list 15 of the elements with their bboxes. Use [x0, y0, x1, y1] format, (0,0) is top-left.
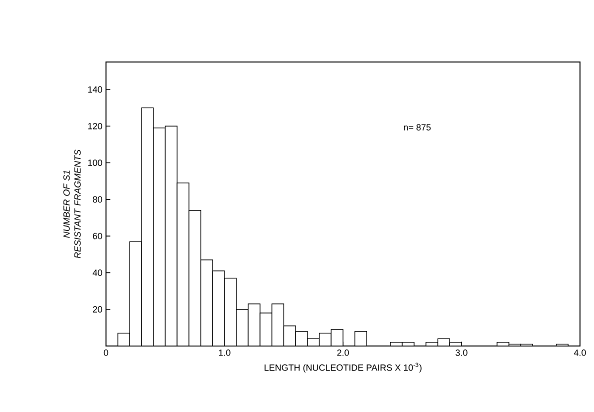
- x-tick-label: 3.0: [456, 350, 468, 356]
- y-axis-title: NUMBER OF S1 RESISTANT FRAGMENTS: [63, 150, 81, 258]
- y-tick-label: 80: [92, 196, 102, 203]
- x-tick-label: 4.0: [574, 350, 586, 356]
- y-tick-label: 120: [88, 122, 102, 130]
- y-tick-label: 100: [88, 160, 102, 166]
- y-tick-label: 60: [92, 232, 102, 240]
- y-tick-label: 140: [88, 86, 102, 93]
- x-tick-label: 2.0: [337, 350, 349, 356]
- y-tick-label: 20: [92, 306, 102, 313]
- x-axis-title: LENGTH (NUCLEOTIDE PAIRS X 10$^{-3}$): [264, 362, 422, 373]
- x-tick-label: 1.0: [218, 350, 230, 356]
- x-tick-label: 0: [104, 350, 108, 356]
- y-tick-label: 40: [92, 270, 102, 276]
- annotation: n= 875: [404, 124, 431, 130]
